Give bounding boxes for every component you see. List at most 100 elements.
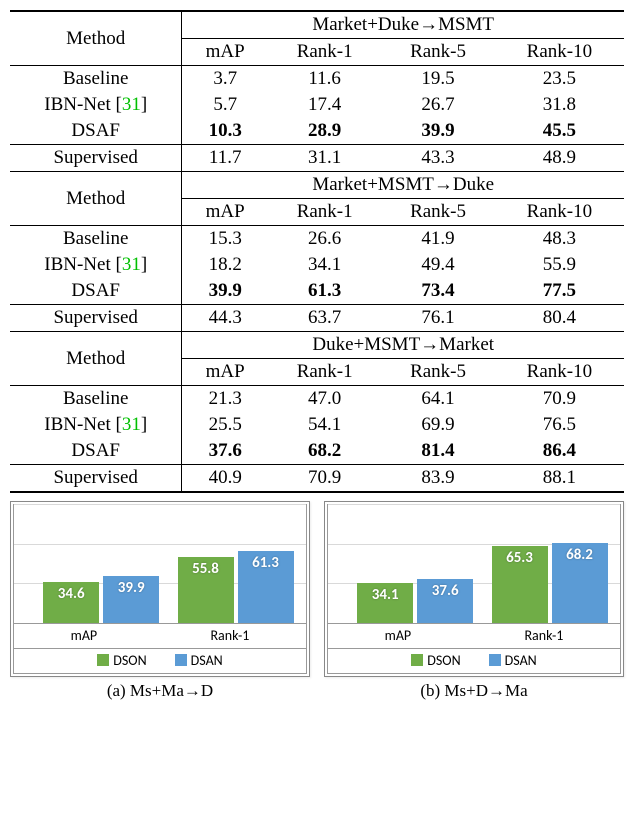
col-header: Rank-10 [495, 39, 624, 66]
results-table: MethodMarket+Duke→MSMTmAPRank-1Rank-5Ran… [10, 10, 624, 493]
method-cell: DSAF [10, 278, 182, 305]
value-cell: 70.9 [495, 386, 624, 413]
value-cell: 15.3 [182, 226, 268, 253]
col-header: Rank-5 [381, 359, 494, 386]
method-cell: IBN-Net [31] [10, 92, 182, 118]
legend-item: DSON [411, 652, 460, 669]
value-cell: 49.4 [381, 252, 494, 278]
method-cell: DSAF [10, 438, 182, 465]
bar-value-label: 61.3 [238, 554, 294, 572]
bar-value-label: 65.3 [492, 549, 548, 567]
value-cell: 80.4 [495, 305, 624, 332]
method-cell: Supervised [10, 145, 182, 172]
method-cell: IBN-Net [31] [10, 252, 182, 278]
citation: 31 [122, 414, 141, 435]
bar: 61.3 [238, 551, 294, 623]
col-header: Rank-10 [495, 199, 624, 226]
value-cell: 31.1 [268, 145, 381, 172]
value-cell: 54.1 [268, 412, 381, 438]
col-header: Rank-1 [268, 359, 381, 386]
legend-swatch [411, 654, 423, 666]
chart-caption: (b) Ms+D→Ma [324, 681, 624, 701]
col-header: Rank-5 [381, 39, 494, 66]
col-header: mAP [182, 39, 268, 66]
method-header: Method [10, 11, 182, 66]
value-cell: 47.0 [268, 386, 381, 413]
value-cell: 37.6 [182, 438, 268, 465]
plot-area: 34.639.9 55.861.3 [14, 505, 306, 623]
col-header: Rank-1 [268, 39, 381, 66]
value-cell: 55.9 [495, 252, 624, 278]
value-cell: 39.9 [381, 118, 494, 145]
method-cell: Baseline [10, 386, 182, 413]
col-header: mAP [182, 199, 268, 226]
value-cell: 77.5 [495, 278, 624, 305]
bar: 34.6 [43, 582, 99, 623]
value-cell: 43.3 [381, 145, 494, 172]
value-cell: 73.4 [381, 278, 494, 305]
bar-value-label: 68.2 [552, 546, 608, 564]
value-cell: 48.3 [495, 226, 624, 253]
bar: 68.2 [552, 543, 608, 623]
method-header: Method [10, 172, 182, 226]
bar: 65.3 [492, 546, 548, 623]
value-cell: 68.2 [268, 438, 381, 465]
method-cell: IBN-Net [31] [10, 412, 182, 438]
value-cell: 83.9 [381, 465, 494, 493]
bar: 37.6 [417, 579, 473, 623]
value-cell: 45.5 [495, 118, 624, 145]
value-cell: 26.7 [381, 92, 494, 118]
value-cell: 81.4 [381, 438, 494, 465]
value-cell: 17.4 [268, 92, 381, 118]
legend-swatch [489, 654, 501, 666]
section-title: Market+MSMT→Duke [182, 172, 624, 199]
legend-item: DSAN [489, 652, 537, 669]
value-cell: 48.9 [495, 145, 624, 172]
value-cell: 44.3 [182, 305, 268, 332]
bar: 55.8 [178, 557, 234, 623]
bar-value-label: 34.6 [43, 585, 99, 603]
col-header: Rank-5 [381, 199, 494, 226]
value-cell: 86.4 [495, 438, 624, 465]
value-cell: 31.8 [495, 92, 624, 118]
section-title: Market+Duke→MSMT [182, 11, 624, 39]
legend-item: DSON [97, 652, 146, 669]
x-category: mAP [71, 627, 98, 644]
value-cell: 70.9 [268, 465, 381, 493]
method-cell: DSAF [10, 118, 182, 145]
value-cell: 34.1 [268, 252, 381, 278]
legend-swatch [175, 654, 187, 666]
x-category: Rank-1 [524, 627, 563, 644]
value-cell: 40.9 [182, 465, 268, 493]
chart: 34.137.6 65.368.2 mAP Rank-1 DSON DSAN (b) Ms+… [324, 501, 624, 701]
bar: 39.9 [103, 576, 159, 623]
value-cell: 23.5 [495, 66, 624, 93]
value-cell: 18.2 [182, 252, 268, 278]
method-cell: Supervised [10, 305, 182, 332]
chart: 34.639.955.861.3mAPRank-1DSONDSAN(a) Ms+… [10, 501, 310, 701]
value-cell: 11.7 [182, 145, 268, 172]
bar-value-label: 37.6 [417, 582, 473, 600]
method-cell: Baseline [10, 226, 182, 253]
value-cell: 25.5 [182, 412, 268, 438]
method-cell: Supervised [10, 465, 182, 493]
legend-swatch [97, 654, 109, 666]
value-cell: 76.5 [495, 412, 624, 438]
value-cell: 63.7 [268, 305, 381, 332]
chart-caption: (a) Ms+Ma→D [10, 681, 310, 701]
method-cell: Baseline [10, 66, 182, 93]
citation: 31 [122, 254, 141, 275]
bar-value-label: 34.1 [357, 586, 413, 604]
col-header: mAP [182, 359, 268, 386]
value-cell: 26.6 [268, 226, 381, 253]
bar-value-label: 39.9 [103, 579, 159, 597]
legend: DSONDSAN [14, 648, 306, 673]
value-cell: 10.3 [182, 118, 268, 145]
value-cell: 28.9 [268, 118, 381, 145]
value-cell: 69.9 [381, 412, 494, 438]
charts-row: 34.639.955.861.3mAPRank-1DSONDSAN(a) Ms+… [10, 501, 624, 701]
plot-area: 34.137.6 65.368.2 [328, 505, 620, 623]
x-category: mAP [385, 627, 412, 644]
bar-value-label: 55.8 [178, 560, 234, 578]
method-header: Method [10, 332, 182, 386]
